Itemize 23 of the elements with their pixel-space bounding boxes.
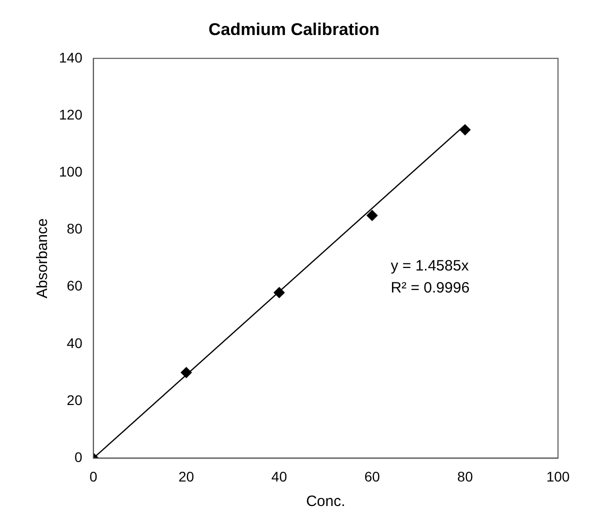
point bbox=[180, 367, 192, 378]
x-tick-label: 60 bbox=[364, 468, 380, 484]
y-tick-label: 100 bbox=[59, 163, 83, 180]
y-tick-label: 0 bbox=[74, 449, 83, 466]
y-tick-label: 120 bbox=[59, 106, 83, 122]
annotation: y = 1.4585x bbox=[390, 257, 470, 274]
annotation: R² = 0.9996 bbox=[390, 279, 470, 296]
y-tick-label: 40 bbox=[66, 334, 83, 351]
x-tick-label: 0 bbox=[89, 468, 98, 484]
point bbox=[366, 210, 378, 221]
y-tick-label: 140 bbox=[59, 49, 83, 66]
point bbox=[274, 287, 285, 298]
y-axis-title: Absorbance bbox=[34, 218, 52, 298]
y-tick-label: 20 bbox=[66, 392, 83, 408]
x-tick-label: 100 bbox=[546, 468, 570, 484]
y-tick-label: 80 bbox=[66, 220, 83, 237]
x-tick-label: 80 bbox=[457, 468, 474, 484]
x-axis-title: Conc. bbox=[306, 493, 346, 510]
x-tick-label: 20 bbox=[178, 468, 194, 484]
chart-title: Cadmium Calibration bbox=[208, 20, 380, 39]
y-tick-label: 60 bbox=[66, 278, 83, 294]
point bbox=[460, 124, 471, 136]
x-tick-label: 40 bbox=[271, 468, 288, 484]
